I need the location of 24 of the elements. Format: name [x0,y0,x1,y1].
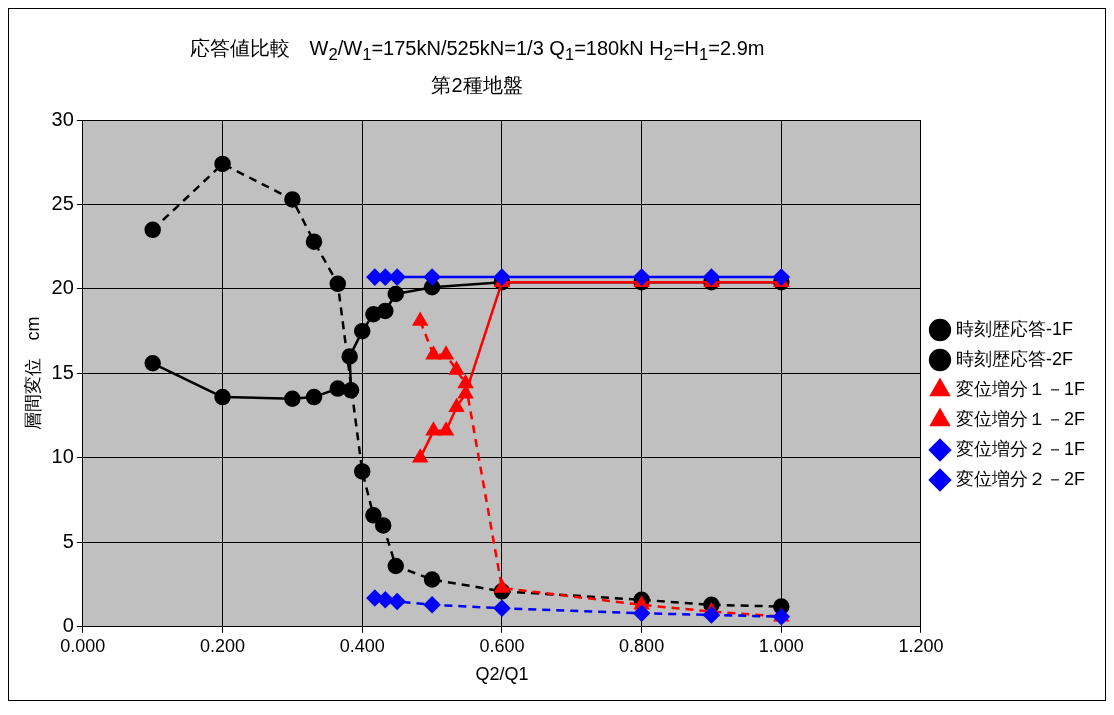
y-tick-label: 15 [51,360,74,383]
y-tick-label: 0 [62,614,74,637]
chart-subtitle: 第2種地盤 [430,73,524,98]
legend-label: 時刻歴応答-1F [955,318,1073,339]
x-tick-label: 0.200 [200,635,246,656]
x-tick-label: 0.600 [479,635,525,656]
legend-label: 時刻歴応答-2F [955,348,1073,369]
legend-label: 変位増分２－2F [955,468,1086,489]
legend-label: 変位増分２－1F [955,438,1086,459]
y-tick-label: 25 [51,191,74,214]
x-tick-label: 1.000 [758,635,804,656]
y-tick-label: 10 [51,445,74,468]
chart-title: 応答値比較 W$_{2}$/W$_{1}$=175kN/525kN=1/3 Q$_{1}$=180kN H$_{2}$=H$_{1}$=2.9m [189,37,765,64]
x-tick-label: 0.400 [339,635,385,656]
x-tick-label: 0.000 [60,635,106,656]
x-tick-label: 0.800 [619,635,665,656]
legend-label: 変位増分１－1F [955,378,1086,399]
y-tick-label: 20 [51,276,74,299]
x-axis-title: Q2/Q1 [475,664,529,685]
y-tick-label: 5 [62,529,74,552]
y-axis-title: 層間変位 cm [22,316,43,431]
y-tick-label: 30 [51,107,74,130]
legend-label: 変位増分１－2F [955,408,1086,429]
x-tick-label: 1.200 [898,635,944,656]
